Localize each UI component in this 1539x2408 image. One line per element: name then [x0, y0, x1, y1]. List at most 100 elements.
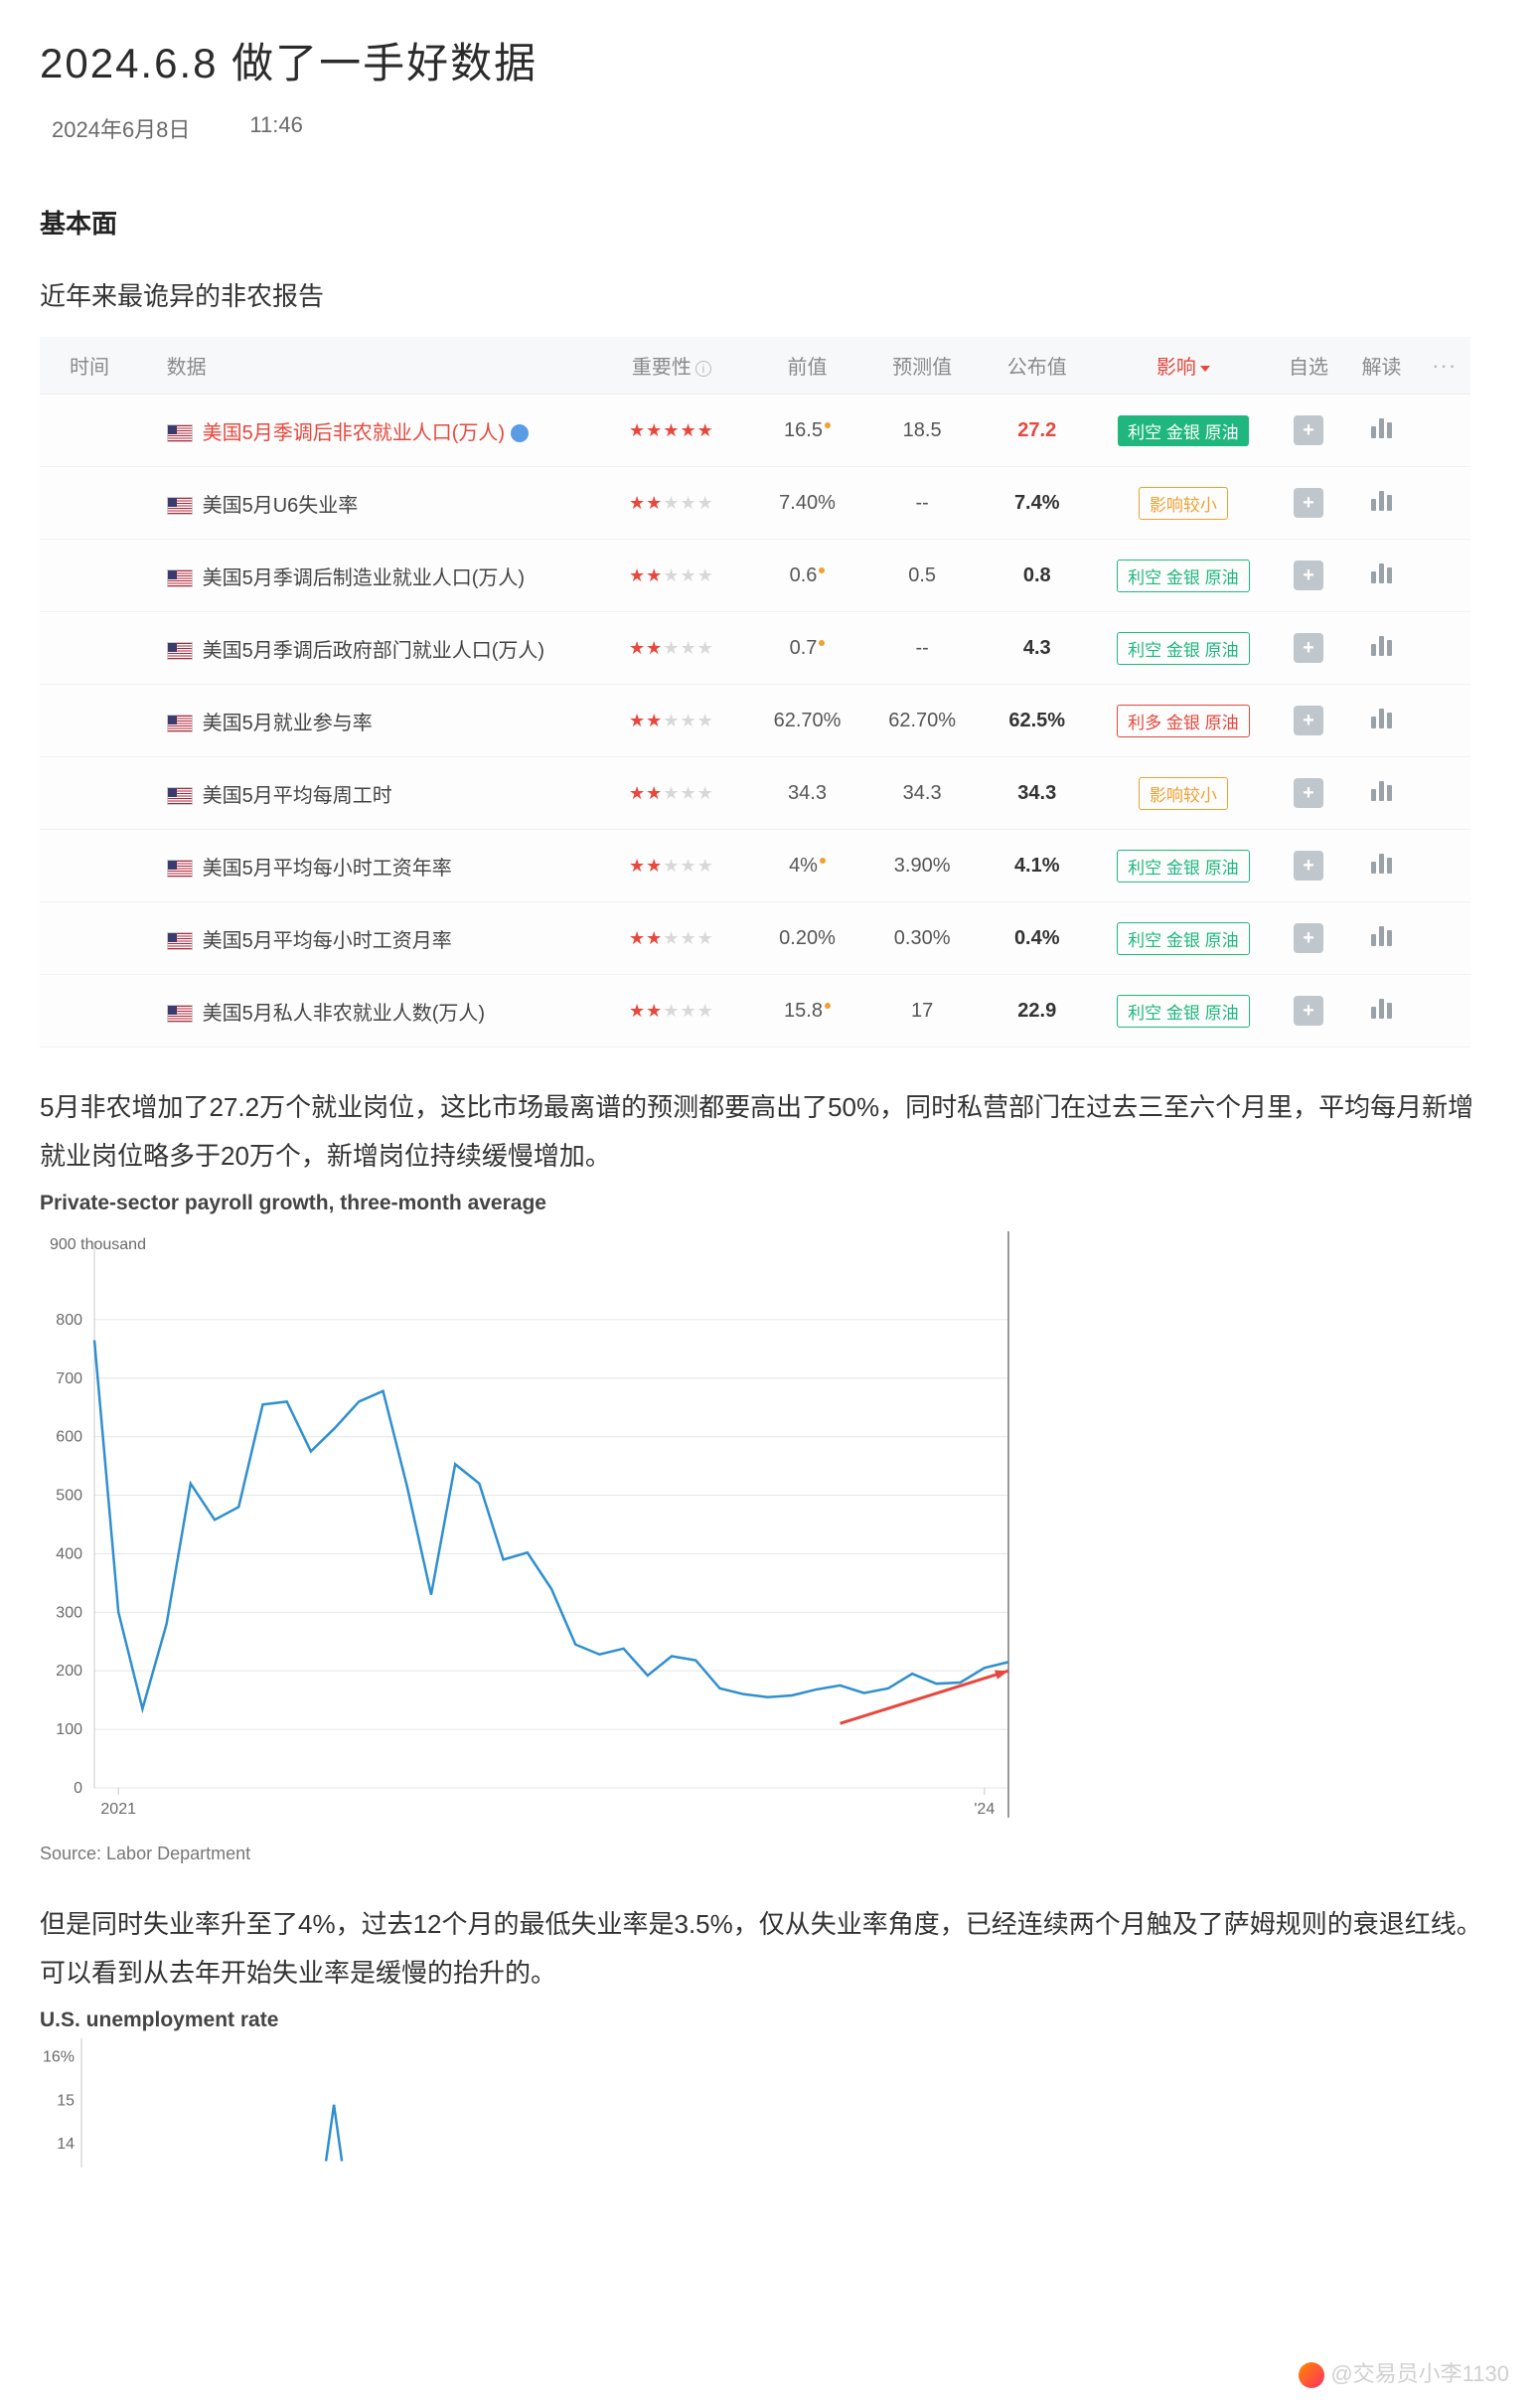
cell-read — [1345, 685, 1419, 757]
chart-button[interactable] — [1367, 920, 1397, 950]
add-favorite-button[interactable]: + — [1294, 923, 1323, 953]
cell-name[interactable]: 美国5月U6失业率 — [155, 467, 593, 540]
cell-read — [1345, 902, 1419, 975]
cell-name[interactable]: 美国5月季调后制造业就业人口(万人) — [155, 540, 593, 612]
chart-button[interactable] — [1367, 993, 1397, 1023]
sub-heading: 近年来最诡异的非农报告 — [40, 276, 1499, 313]
cell-importance: ★★★★★ — [593, 830, 750, 902]
svg-text:800: 800 — [56, 1312, 82, 1329]
cell-actual: 4.3 — [980, 612, 1095, 685]
cell-forecast: 0.30% — [864, 902, 980, 975]
table-row[interactable]: 美国5月平均每周工时★★★★★34.334.334.3影响较小+ — [40, 757, 1470, 830]
th-more[interactable]: ··· — [1418, 337, 1470, 395]
chart-button[interactable] — [1367, 630, 1397, 660]
data-name-label: 美国5月季调后制造业就业人口(万人) — [203, 567, 525, 589]
us-flag-icon — [167, 787, 193, 805]
cell-forecast: 3.90% — [864, 830, 980, 902]
cell-more — [1418, 467, 1470, 540]
th-forecast[interactable]: 预测值 — [864, 337, 980, 395]
add-favorite-button[interactable]: + — [1294, 851, 1323, 881]
table-row[interactable]: 美国5月季调后非农就业人口(万人)★★★★★16.518.527.2利空 金银 … — [40, 395, 1470, 467]
cell-favorite: + — [1272, 902, 1345, 975]
cell-name[interactable]: 美国5月季调后非农就业人口(万人) — [155, 395, 593, 467]
cell-prev: 62.70% — [750, 685, 865, 757]
cell-importance: ★★★★★ — [593, 902, 750, 975]
th-time[interactable]: 时间 — [40, 337, 155, 395]
table-row[interactable]: 美国5月季调后政府部门就业人口(万人)★★★★★0.7--4.3利空 金银 原油… — [40, 612, 1470, 685]
th-prev[interactable]: 前值 — [750, 337, 865, 395]
cell-read — [1345, 612, 1419, 685]
watermark-text: @交易员小李1130 — [1330, 2361, 1509, 2386]
cell-impact: 影响较小 — [1095, 467, 1273, 540]
cell-prev: 34.3 — [750, 757, 865, 830]
chart-payroll-growth: Private-sector payroll growth, three-mon… — [40, 1192, 1499, 1864]
cell-name[interactable]: 美国5月私人非农就业人数(万人) — [155, 975, 593, 1047]
cell-more — [1418, 902, 1470, 975]
table-row[interactable]: 美国5月U6失业率★★★★★7.40%--7.4%影响较小+ — [40, 467, 1470, 540]
chart-button[interactable] — [1367, 775, 1397, 805]
cell-name[interactable]: 美国5月季调后政府部门就业人口(万人) — [155, 612, 593, 685]
chart-button[interactable] — [1367, 558, 1397, 587]
cell-time — [40, 902, 155, 975]
cell-importance: ★★★★★ — [593, 975, 750, 1047]
cell-actual: 34.3 — [980, 757, 1095, 830]
th-name[interactable]: 数据 — [155, 337, 593, 395]
chart-button[interactable] — [1367, 703, 1397, 732]
cell-time — [40, 975, 155, 1047]
econ-data-table: 时间 数据 重要性i 前值 预测值 公布值 影响 自选 解读 ··· 美国5月季… — [40, 337, 1470, 1047]
impact-badge: 影响较小 — [1139, 777, 1228, 810]
chart-button[interactable] — [1367, 485, 1397, 515]
add-favorite-button[interactable]: + — [1294, 996, 1323, 1026]
chart-button[interactable] — [1367, 412, 1397, 442]
add-favorite-button[interactable]: + — [1294, 561, 1323, 590]
svg-text:700: 700 — [56, 1370, 82, 1387]
cell-more — [1418, 830, 1470, 902]
cell-name[interactable]: 美国5月就业参与率 — [155, 685, 593, 757]
cell-more — [1418, 685, 1470, 757]
cell-favorite: + — [1272, 467, 1345, 540]
chart-button[interactable] — [1367, 848, 1397, 878]
add-favorite-button[interactable]: + — [1294, 633, 1323, 663]
th-actual[interactable]: 公布值 — [980, 337, 1095, 395]
add-favorite-button[interactable]: + — [1294, 706, 1323, 735]
body-text-2: 但是同时失业率升至了4%，过去12个月的最低失业率是3.5%，仅从失业率角度，已… — [40, 1900, 1499, 1999]
page-title: 2024.6.8 做了一手好数据 — [40, 30, 1499, 90]
cell-more — [1418, 395, 1470, 467]
th-read[interactable]: 解读 — [1345, 337, 1419, 395]
cell-forecast: 0.5 — [864, 540, 980, 612]
cell-prev: 0.6 — [750, 540, 865, 612]
cell-forecast: -- — [864, 467, 980, 540]
impact-badge: 利空 金银 原油 — [1117, 560, 1249, 592]
table-row[interactable]: 美国5月平均每小时工资年率★★★★★4%3.90%4.1%利空 金银 原油+ — [40, 830, 1470, 902]
table-row[interactable]: 美国5月季调后制造业就业人口(万人)★★★★★0.60.50.8利空 金银 原油… — [40, 540, 1470, 612]
cell-impact: 利空 金银 原油 — [1095, 612, 1273, 685]
cell-time — [40, 612, 155, 685]
cell-name[interactable]: 美国5月平均每小时工资月率 — [155, 902, 593, 975]
chart1-source: Source: Labor Department — [40, 1844, 1499, 1864]
table-row[interactable]: 美国5月就业参与率★★★★★62.70%62.70%62.5%利多 金银 原油+ — [40, 685, 1470, 757]
cell-favorite: + — [1272, 395, 1345, 467]
svg-text:15: 15 — [57, 2092, 75, 2109]
svg-text:900 thousand: 900 thousand — [50, 1236, 146, 1253]
impact-badge: 利空 金银 原油 — [1117, 922, 1249, 955]
th-favorite[interactable]: 自选 — [1272, 337, 1345, 395]
impact-badge: 利空 金银 原油 — [1117, 850, 1249, 883]
cell-prev: 16.5 — [750, 395, 865, 467]
cell-read — [1345, 540, 1419, 612]
svg-text:300: 300 — [56, 1604, 82, 1621]
table-row[interactable]: 美国5月平均每小时工资月率★★★★★0.20%0.30%0.4%利空 金银 原油… — [40, 902, 1470, 975]
table-row[interactable]: 美国5月私人非农就业人数(万人)★★★★★15.81722.9利空 金银 原油+ — [40, 975, 1470, 1047]
add-favorite-button[interactable]: + — [1294, 488, 1323, 518]
cell-name[interactable]: 美国5月平均每周工时 — [155, 757, 593, 830]
cell-name[interactable]: 美国5月平均每小时工资年率 — [155, 830, 593, 902]
cell-more — [1418, 540, 1470, 612]
th-importance[interactable]: 重要性i — [593, 337, 750, 395]
revised-dot-icon — [825, 422, 831, 428]
cell-prev: 15.8 — [750, 975, 865, 1047]
info-icon[interactable]: i — [695, 361, 711, 377]
add-favorite-button[interactable]: + — [1294, 415, 1323, 445]
add-favorite-button[interactable]: + — [1294, 778, 1323, 808]
cell-time — [40, 830, 155, 902]
th-impact[interactable]: 影响 — [1095, 337, 1273, 395]
us-flag-icon — [167, 860, 193, 878]
